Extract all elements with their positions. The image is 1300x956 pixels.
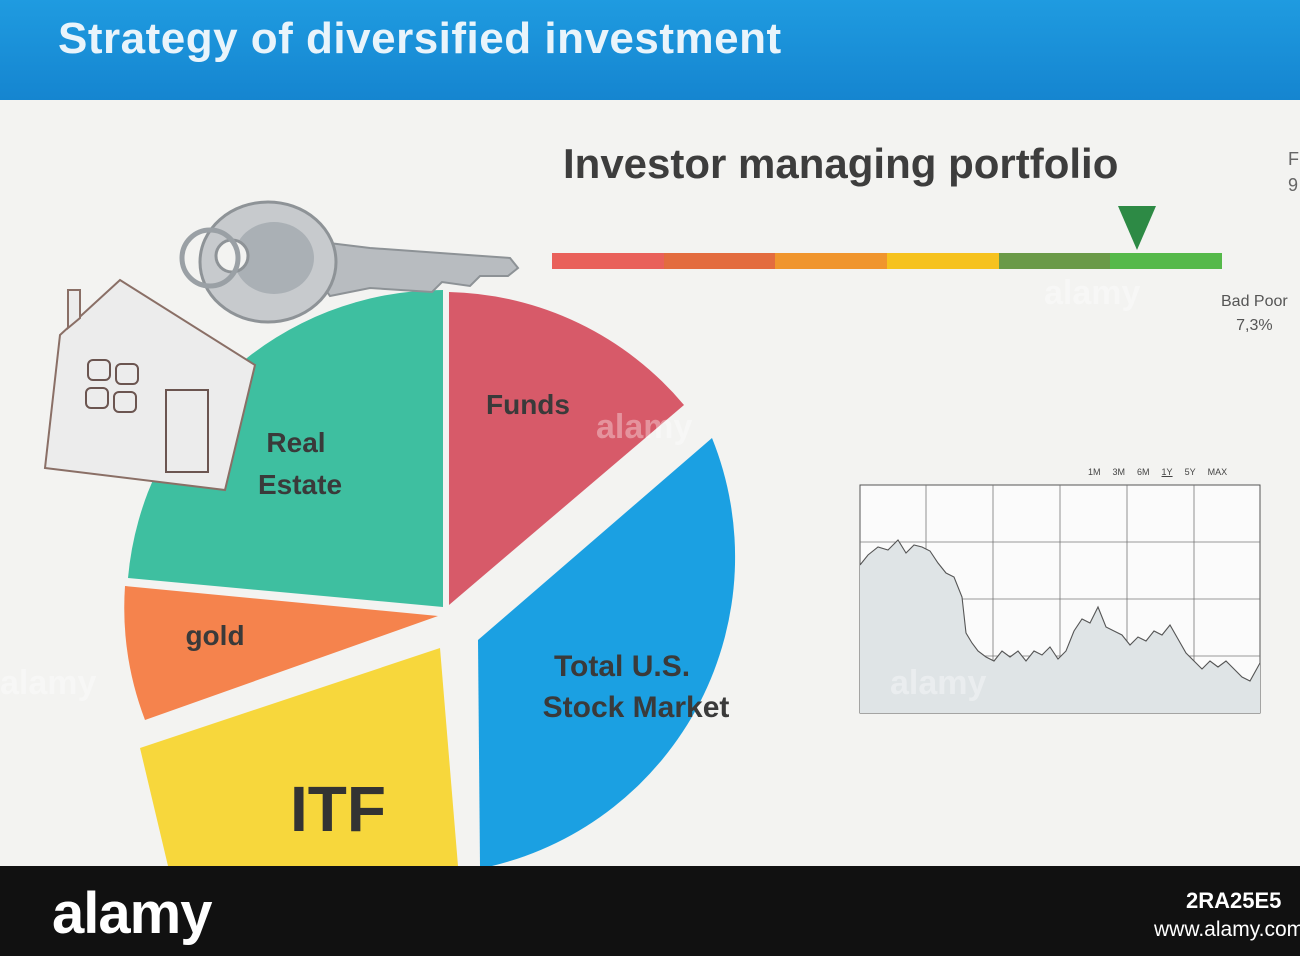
printed-document: Strategy of diversified investment Inves… bbox=[0, 0, 1300, 866]
allocation-pie-chart: Real Estate Funds Total U.S. Stock Marke… bbox=[124, 289, 736, 866]
pie-slice-itf bbox=[140, 648, 458, 866]
pie-label-gold: gold bbox=[185, 620, 244, 651]
chart-area-fill bbox=[860, 540, 1260, 713]
price-line-chart bbox=[859, 484, 1261, 714]
watermark-4: alamy bbox=[890, 664, 987, 702]
gauge-segment-6 bbox=[1110, 253, 1223, 269]
gauge-pointer-icon bbox=[1118, 206, 1156, 250]
watermark-1: alamy bbox=[0, 664, 97, 702]
footer-image-id: 2RA25E5 bbox=[1186, 888, 1282, 913]
corner-text-line-2: 9 bbox=[1288, 175, 1299, 195]
cropped-corner-text: F 9 bbox=[1288, 146, 1299, 198]
title-banner: Strategy of diversified investment bbox=[0, 0, 1300, 100]
corner-text-line-1: F bbox=[1288, 149, 1299, 169]
range-option-5y: 5Y bbox=[1184, 467, 1196, 477]
range-option-max: MAX bbox=[1207, 467, 1228, 477]
watermark-2: alamy bbox=[596, 408, 693, 446]
house-keychain-icon bbox=[43, 278, 257, 492]
stock-footer bbox=[0, 866, 1300, 956]
pie-slice-stock-market bbox=[478, 438, 736, 866]
gauge-side-labels: Bad Poor 7,3% bbox=[1221, 290, 1288, 338]
range-option-6m: 6M bbox=[1137, 467, 1150, 477]
gauge-segment-3 bbox=[775, 253, 888, 269]
pie-label-total-us: Total U.S. bbox=[554, 650, 690, 683]
watermark-3: alamy bbox=[1044, 274, 1141, 312]
chart-price-line bbox=[859, 539, 1261, 682]
gauge-segment-1 bbox=[552, 253, 664, 269]
chart-range-selector: 1M 3M 6M 1Y 5Y MAX bbox=[1088, 467, 1227, 477]
pie-slice-gold bbox=[124, 586, 438, 720]
pie-label-itf: ITF bbox=[290, 773, 386, 845]
pie-label-stock-market: Stock Market bbox=[543, 691, 730, 724]
risk-gauge-bar bbox=[552, 253, 1223, 269]
gauge-segment-5 bbox=[998, 253, 1111, 269]
house-keychain-photo bbox=[43, 200, 520, 492]
footer-url: www.alamy.com bbox=[1154, 918, 1300, 941]
gauge-label-bad-poor: Bad Poor bbox=[1221, 293, 1288, 310]
range-option-3m: 3M bbox=[1112, 467, 1126, 477]
key-icon bbox=[179, 200, 520, 324]
footer-logo: alamy bbox=[52, 881, 212, 946]
range-option-1y: 1Y bbox=[1161, 467, 1173, 477]
pie-slice-real-estate bbox=[128, 289, 443, 607]
pie-label-real: Real bbox=[266, 427, 325, 458]
range-option-1m: 1M bbox=[1088, 467, 1101, 477]
pie-slice-funds bbox=[449, 292, 684, 605]
banner-title: Strategy of diversified investment bbox=[58, 14, 782, 63]
gauge-label-percent: 7,3% bbox=[1236, 317, 1273, 334]
gauge-segment-2 bbox=[663, 253, 776, 269]
gauge-segment-4 bbox=[887, 253, 999, 269]
section-title: Investor managing portfolio bbox=[563, 140, 1119, 187]
pie-label-funds: Funds bbox=[486, 389, 570, 420]
pie-label-estate: Estate bbox=[258, 469, 342, 500]
